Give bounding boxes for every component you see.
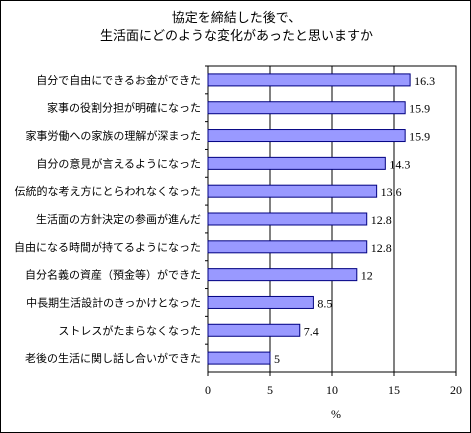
bar: [207, 212, 368, 226]
bar: [207, 101, 406, 115]
category-label: 自分名義の資産（預金等）ができた: [25, 268, 201, 282]
x-tick-label: 10: [326, 383, 338, 397]
x-axis-label: %: [331, 407, 341, 421]
data-label: 15.9: [409, 130, 430, 144]
data-label: 16.3: [414, 74, 435, 88]
category-label: 老後の生活に関し話し合いができた: [25, 351, 201, 365]
bar: [207, 240, 368, 254]
data-label: 5: [274, 352, 280, 366]
data-label: 13.6: [381, 185, 402, 199]
data-label: 15.9: [409, 102, 430, 116]
bar: [207, 268, 358, 282]
category-label: 自由になる時間が持てるようになった: [14, 240, 201, 254]
bar: [207, 73, 411, 87]
category-label: 家事労働への家族の理解が深まった: [25, 129, 201, 143]
bar: [207, 184, 378, 198]
category-label: 生活面の方針決定の参画が進んだ: [36, 212, 201, 226]
bar: [207, 156, 386, 170]
data-label: 12.8: [371, 241, 392, 255]
bar: [207, 129, 406, 143]
category-label: 自分で自由にできるお金ができた: [36, 73, 201, 87]
data-label: 7.4: [304, 324, 319, 338]
x-tick-label: 20: [450, 383, 462, 397]
x-tick-label: 5: [267, 383, 273, 397]
chart-title-line-1: 協定を締結した後で、: [171, 11, 302, 26]
data-label: 12.8: [371, 213, 392, 227]
x-tick-label: 15: [388, 383, 400, 397]
chart-title-line-2: 生活面にどのような変化があったと思いますか: [99, 29, 373, 44]
category-label: 中長期生活設計のきっかけとなった: [26, 295, 201, 309]
data-label: 14.3: [389, 157, 410, 171]
category-label: ストレスがたまらなくなった: [58, 323, 201, 337]
category-label: 伝統的な考え方にとらわれなくなった: [15, 184, 201, 198]
category-label: 家事の役割分担が明確になった: [47, 101, 201, 115]
data-label: 12: [361, 269, 373, 283]
bar: [207, 323, 301, 337]
data-label: 8.5: [317, 296, 332, 310]
x-tick-label: 0: [205, 383, 211, 397]
category-label: 自分の意見が言えるようになった: [36, 156, 201, 170]
bar: [207, 295, 314, 309]
bar: [207, 351, 271, 365]
